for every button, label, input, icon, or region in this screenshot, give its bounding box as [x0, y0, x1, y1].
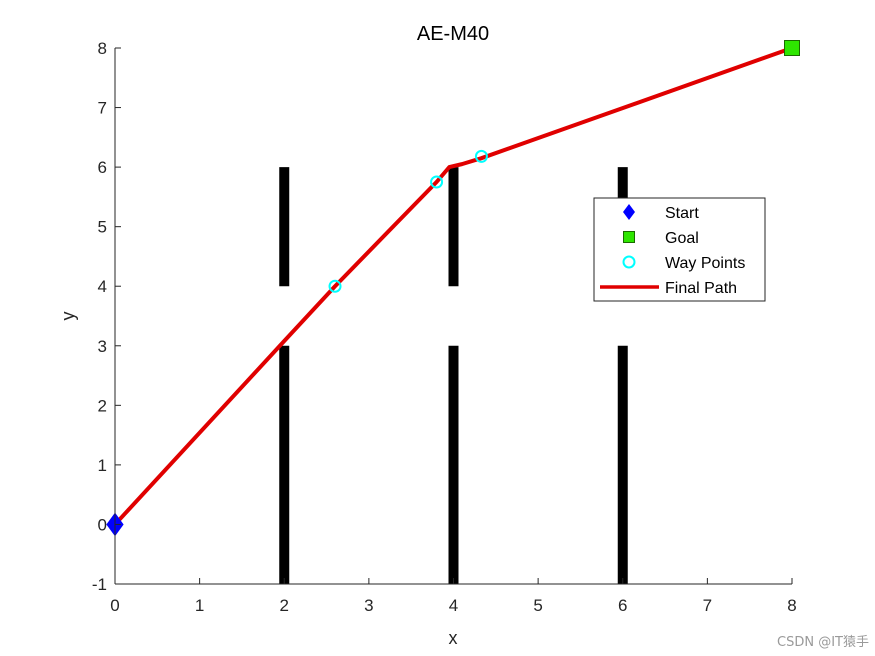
x-axis-label: x: [449, 628, 458, 648]
y-tick-label-6: 6: [98, 158, 107, 177]
x-tick-label-4: 4: [449, 596, 458, 615]
y-tick-label-2: 2: [98, 396, 107, 415]
legend-label-start: Start: [665, 205, 699, 222]
y-tick-label--1: -1: [92, 575, 107, 594]
legend: Start Goal Way Points Final Path: [593, 197, 766, 302]
legend-label-final-path: Final Path: [665, 280, 737, 297]
legend-swatch-goal: [623, 231, 635, 243]
obstacles: [279, 167, 628, 584]
waypoint-marker-0: [328, 279, 342, 293]
y-tick-label-5: 5: [98, 218, 107, 237]
y-tick-label-0: 0: [98, 515, 107, 534]
x-tick-label-5: 5: [533, 596, 542, 615]
y-tick-label-3: 3: [98, 337, 107, 356]
x-tick-label-1: 1: [195, 596, 204, 615]
legend-swatch-start: [623, 204, 635, 220]
x-tick-label-2: 2: [280, 596, 289, 615]
final-path-line: [113, 46, 794, 527]
legend-label-way-points: Way Points: [665, 255, 745, 272]
y-tick-label-7: 7: [98, 99, 107, 118]
waypoint-marker-1: [430, 175, 444, 189]
x-tick-label-6: 6: [618, 596, 627, 615]
watermark: CSDN @IT猿手: [777, 635, 869, 650]
y-tick-label-4: 4: [98, 277, 107, 296]
legend-box: [593, 197, 766, 302]
x-tick-label-3: 3: [364, 596, 373, 615]
x-tick-label-8: 8: [787, 596, 796, 615]
legend-swatch-way-points: [622, 255, 636, 269]
x-tick-label-7: 7: [703, 596, 712, 615]
y-tick-label-8: 8: [98, 39, 107, 58]
x-tick-label-0: 0: [110, 596, 119, 615]
chart-title: AE-M40: [417, 23, 489, 45]
legend-label-goal: Goal: [665, 230, 699, 247]
y-axis-label: y: [58, 312, 78, 321]
waypoint-marker-2: [474, 149, 488, 163]
y-tick-label-1: 1: [98, 456, 107, 475]
goal-marker: [784, 40, 800, 56]
final-path-layer: [113, 46, 794, 527]
